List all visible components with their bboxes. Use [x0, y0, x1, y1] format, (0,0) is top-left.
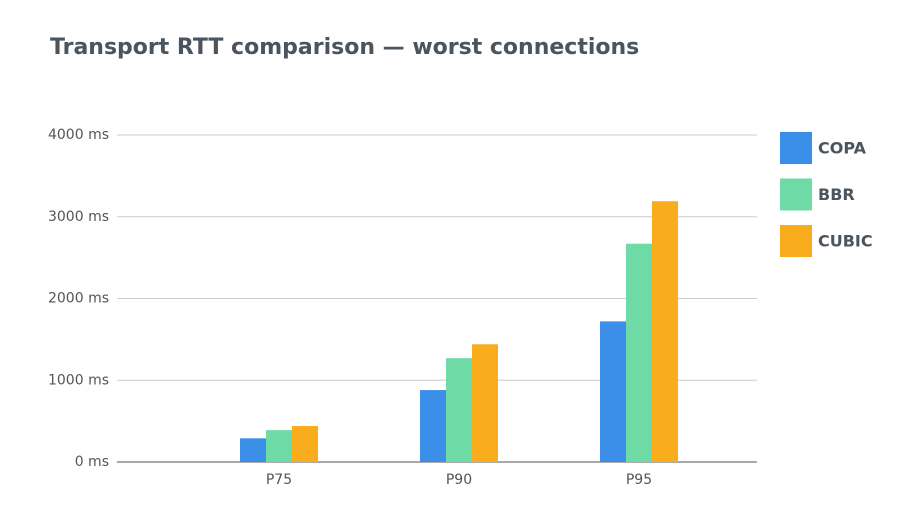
x-tick-label: P75: [266, 472, 292, 488]
bar: [600, 321, 626, 462]
legend-swatch: [780, 178, 812, 211]
bar: [420, 390, 446, 462]
legend-label: CUBIC: [818, 232, 873, 251]
chart-title: Transport RTT comparison — worst connect…: [50, 35, 639, 60]
bar: [240, 438, 266, 462]
y-tick-label: 0 ms: [75, 454, 109, 470]
legend-label: BBR: [818, 185, 855, 204]
y-tick-label: 3000 ms: [48, 209, 109, 225]
y-tick-label: 1000 ms: [48, 372, 109, 388]
x-tick-label: P90: [446, 472, 472, 488]
bar: [292, 426, 318, 462]
legend-swatch: [780, 132, 812, 164]
bar: [626, 243, 652, 462]
bar: [472, 344, 498, 462]
bar: [652, 201, 678, 462]
bar: [266, 430, 292, 462]
y-tick-label: 2000 ms: [48, 291, 109, 307]
bar: [446, 358, 472, 462]
legend-swatch: [780, 225, 812, 257]
legend-label: COPA: [818, 139, 867, 158]
x-tick-label: P95: [626, 472, 652, 488]
y-tick-label: 4000 ms: [48, 127, 109, 143]
